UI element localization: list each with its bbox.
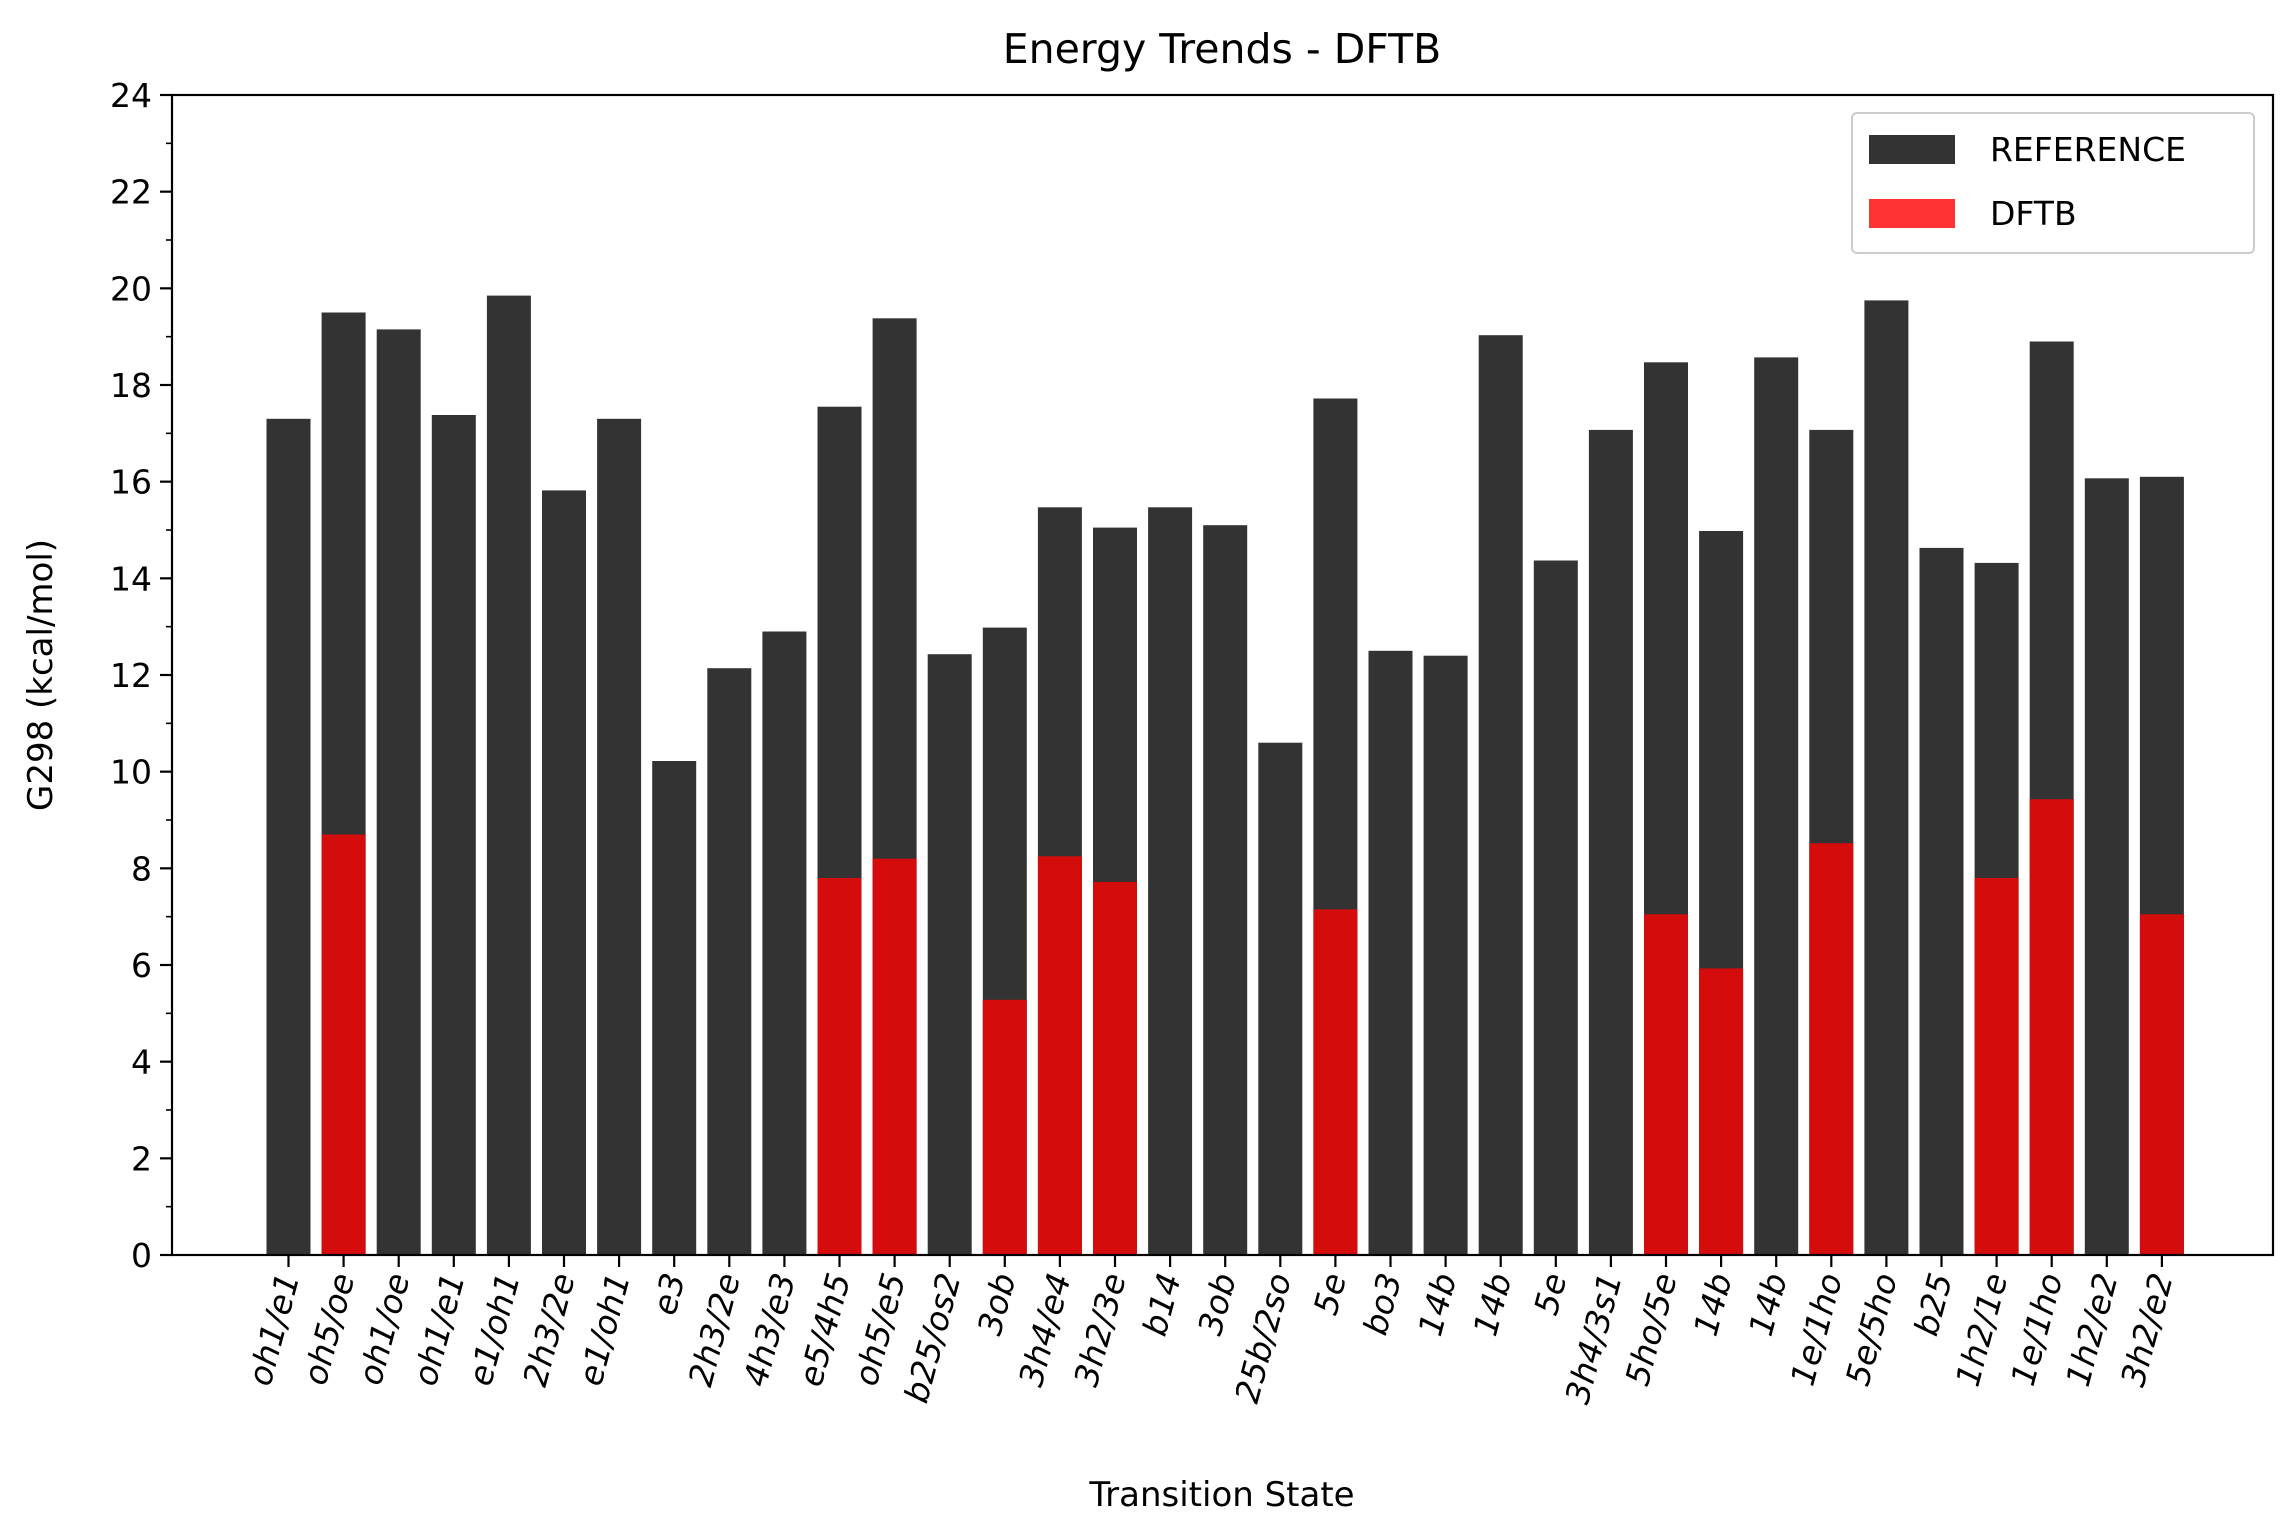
x-tick-label: e3 xyxy=(645,1269,693,1319)
x-tick-label: b25 xyxy=(1906,1269,1960,1340)
x-tick-label: b14 xyxy=(1135,1269,1189,1340)
bar-dftb xyxy=(1644,914,1688,1256)
y-tick-label: 24 xyxy=(110,76,152,115)
y-tick-label: 4 xyxy=(131,1043,152,1082)
bar-reference xyxy=(762,631,807,1255)
bar-dftb xyxy=(1313,909,1358,1255)
chart-title: Energy Trends - DFTB xyxy=(1003,25,1442,73)
bar-dftb xyxy=(321,834,366,1255)
bar-dftb xyxy=(1809,843,1854,1255)
bar-dftb xyxy=(2029,799,2074,1255)
bar-reference xyxy=(376,329,421,1255)
bar-reference xyxy=(2084,478,2129,1255)
x-tick-label: bo3 xyxy=(1355,1269,1409,1339)
bar-reference xyxy=(1258,742,1303,1255)
legend-label: REFERENCE xyxy=(1990,130,2186,169)
bar-dftb xyxy=(2139,914,2184,1256)
bar-reference xyxy=(1368,650,1413,1255)
y-tick-label: 20 xyxy=(110,269,152,308)
bar-reference xyxy=(542,490,586,1255)
plot-frame xyxy=(170,93,2275,1257)
bar-dftb xyxy=(1093,881,1137,1255)
bar-reference xyxy=(1478,335,1523,1255)
bar-reference xyxy=(486,295,531,1256)
bar-dftb xyxy=(982,999,1027,1255)
bar-reference xyxy=(597,418,642,1255)
legend-swatch xyxy=(1869,135,1955,164)
y-tick-label: 0 xyxy=(131,1236,152,1275)
bar-reference xyxy=(1203,525,1248,1255)
x-tick-label: 5ho/5e xyxy=(1617,1269,1684,1390)
bar-dftb xyxy=(817,878,862,1255)
bar-reference xyxy=(652,761,697,1255)
bar-dftb xyxy=(1699,968,1744,1255)
bar-reference xyxy=(1919,547,1964,1255)
y-tick-label: 8 xyxy=(131,849,152,888)
x-axis-title: Transition State xyxy=(1088,1475,1354,1515)
x-tick-label: 5e xyxy=(1306,1269,1354,1319)
legend-label: DFTB xyxy=(1990,194,2077,233)
bar-reference xyxy=(1588,429,1633,1255)
x-tick-label: 5e/5ho xyxy=(1838,1269,1905,1390)
bar-dftb xyxy=(1974,878,2019,1255)
x-axis: oh1/e1oh5/oeoh1/oeoh1/e1e1/oh12h3/2ee1/o… xyxy=(240,1255,2181,1408)
x-tick-label: 14b xyxy=(1686,1269,1740,1340)
bar-reference xyxy=(431,415,476,1255)
x-tick-label: 14b xyxy=(1741,1269,1795,1340)
y-tick-label: 16 xyxy=(110,463,152,502)
x-tick-label: 5e xyxy=(1526,1269,1574,1319)
y-tick-label: 2 xyxy=(131,1139,152,1178)
bar-dftb xyxy=(872,858,917,1255)
bar-reference xyxy=(707,668,752,1255)
y-tick-label: 6 xyxy=(131,946,152,985)
bar-reference xyxy=(1148,507,1193,1255)
x-tick-label: 14b xyxy=(1410,1269,1464,1340)
bar-dftb xyxy=(1037,856,1082,1256)
x-tick-label: 3ob xyxy=(970,1269,1024,1339)
bar-reference xyxy=(1754,357,1799,1255)
y-tick-label: 12 xyxy=(110,656,152,695)
y-tick-label: 14 xyxy=(110,559,152,598)
x-tick-label: 14b xyxy=(1465,1269,1519,1340)
y-tick-label: 22 xyxy=(110,173,152,212)
legend-swatch xyxy=(1869,199,1955,228)
y-tick-label: 10 xyxy=(110,753,152,792)
y-tick-label: 18 xyxy=(110,366,152,405)
y-axis-title: G298 (kcal/mol) xyxy=(21,539,61,811)
x-tick-label: 3ob xyxy=(1190,1269,1244,1339)
bar-reference xyxy=(927,654,972,1255)
bar-reference xyxy=(266,418,311,1255)
bars-layer xyxy=(266,295,2184,1256)
bar-reference xyxy=(1533,560,1578,1255)
bar-reference xyxy=(1864,300,1909,1255)
x-tick-label: e1/oh1 xyxy=(571,1269,638,1390)
legend: REFERENCE DFTB xyxy=(1851,112,2255,254)
bar-reference xyxy=(1423,655,1468,1255)
